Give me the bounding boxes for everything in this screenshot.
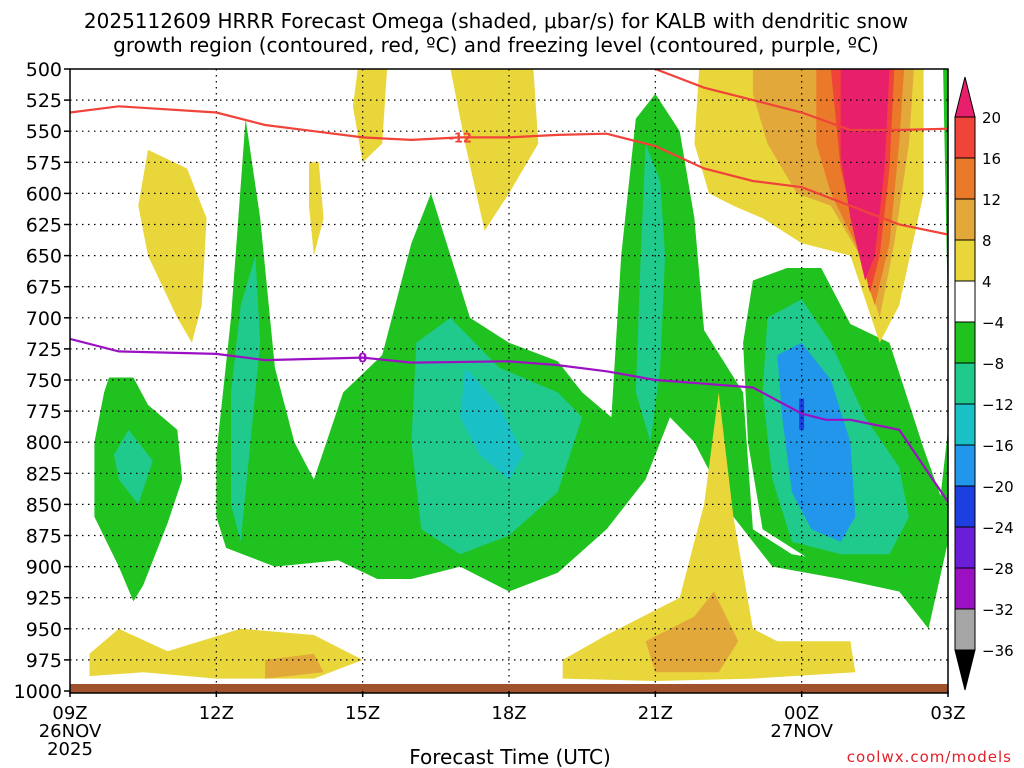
y-tick-label-675: 675 [26, 277, 62, 299]
chart-title-line2: growth region (contoured, red, ºC) and f… [113, 33, 879, 57]
omega-region-21 [265, 653, 324, 679]
colorbar-label-1: 16 [982, 150, 1001, 168]
contour-label-0: -12 [448, 131, 472, 146]
colorbar-swatch-10 [954, 485, 976, 528]
contour-layer: -12 0 [70, 69, 948, 503]
colorbar-label-10: −24 [982, 519, 1014, 537]
chart-title-line1: 2025112609 HRRR Forecast Omega (shaded, … [84, 9, 908, 33]
y-tick-label-950: 950 [26, 619, 62, 641]
y-tick-label-750: 750 [26, 370, 62, 392]
y-tick-label-900: 900 [26, 557, 62, 579]
grid-layer [70, 69, 948, 691]
colorbar-label-6: −8 [982, 355, 1004, 373]
colorbar-swatch-8 [954, 403, 976, 446]
colorbar-label-2: 12 [982, 191, 1001, 209]
y-tick-label-575: 575 [26, 152, 62, 174]
x-tick-sub2-09Z: 2025 [47, 739, 93, 760]
omega-region-2 [216, 93, 948, 629]
y-tick-label-600: 600 [26, 183, 62, 205]
terrain-ground-band [70, 684, 948, 693]
colorbar-swatch-7 [954, 362, 976, 405]
y-tick-label-925: 925 [26, 588, 62, 610]
y-tick-label-500: 500 [26, 59, 62, 81]
colorbar-swatch-3 [954, 198, 976, 241]
colorbar-label-11: −28 [982, 560, 1014, 578]
omega-shading-layer [89, 69, 948, 681]
contour-line-1 [654, 69, 948, 132]
y-tick-label-725: 725 [26, 339, 62, 361]
colorbar-swatch-9 [954, 444, 976, 487]
omega-region-1 [113, 429, 153, 505]
y-tick-label-650: 650 [26, 246, 62, 268]
y-tick-label-625: 625 [26, 215, 62, 237]
x-tick-label-15Z: 15Z [345, 703, 380, 724]
y-tick-label-525: 525 [26, 90, 62, 112]
colorbar-swatch-5 [954, 280, 976, 323]
x-tick-sub-09Z: 26NOV [39, 721, 102, 742]
colorbar-label-8: −16 [982, 437, 1014, 455]
y-tick-label-825: 825 [26, 463, 62, 485]
colorbar-label-7: −12 [982, 396, 1014, 414]
colorbar-label-3: 8 [982, 232, 992, 250]
omega-region-13 [309, 162, 324, 256]
colorbar: 20 16 12 8 4 −4 −8 −12 −16 −20 −24 −28 −32 −36 [954, 76, 1014, 691]
y-tick-label-1000: 1000 [14, 681, 62, 703]
x-axis-label: Forecast Time (UTC) [409, 745, 611, 768]
omega-region-22 [562, 392, 856, 681]
omega-region-9 [777, 342, 856, 542]
x-tick-label-12Z: 12Z [199, 703, 234, 724]
colorbar-swatch-11 [954, 526, 976, 569]
contour-line-0 [70, 105, 948, 236]
colorbar-label-13: −36 [982, 642, 1014, 660]
x-tick-label-21Z: 21Z [638, 703, 673, 724]
colorbar-label-5: −4 [982, 314, 1004, 332]
omega-region-14 [450, 69, 539, 231]
colorbar-swatch-13 [954, 608, 976, 651]
y-tick-label-800: 800 [26, 432, 62, 454]
colorbar-swatch-1 [954, 116, 976, 159]
y-tick-label-975: 975 [26, 650, 62, 672]
omega-region-4 [231, 255, 261, 542]
pressure-axis: 500 525 550 575 600 625 650 675 700 725 750 775 800 8… [14, 59, 70, 703]
x-tick-label-09Z: 09Z [52, 703, 87, 724]
omega-region-8 [460, 367, 524, 480]
omega-region-6 [635, 143, 666, 443]
colorbar-label-4: 4 [982, 273, 992, 291]
colorbar-label-0: 20 [982, 109, 1001, 127]
y-tick-label-875: 875 [26, 526, 62, 548]
colorbar-swatch-12 [954, 567, 976, 610]
contour-label-2: 0 [358, 352, 367, 367]
y-tick-label-550: 550 [26, 121, 62, 143]
omega-region-19 [840, 69, 890, 281]
x-tick-sub-00Z: 27NOV [770, 721, 833, 742]
omega-region-11 [138, 149, 207, 343]
y-tick-label-700: 700 [26, 308, 62, 330]
credit-text: coolwx.com/models [847, 748, 1012, 766]
colorbar-label-12: −32 [982, 601, 1014, 619]
colorbar-swatch-2 [954, 157, 976, 200]
y-tick-label-850: 850 [26, 494, 62, 516]
omega-region-23 [645, 591, 739, 673]
colorbar-swatch-4 [954, 239, 976, 282]
colorbar-swatch-6 [954, 321, 976, 364]
colorbar-bottom-triangle [954, 649, 976, 691]
x-tick-label-18Z: 18Z [491, 703, 526, 724]
contour-line-2 [70, 337, 948, 503]
x-tick-label-00Z: 00Z [784, 703, 819, 724]
colorbar-label-9: −20 [982, 478, 1014, 496]
y-tick-label-775: 775 [26, 401, 62, 423]
x-tick-label-03Z: 03Z [930, 703, 965, 724]
